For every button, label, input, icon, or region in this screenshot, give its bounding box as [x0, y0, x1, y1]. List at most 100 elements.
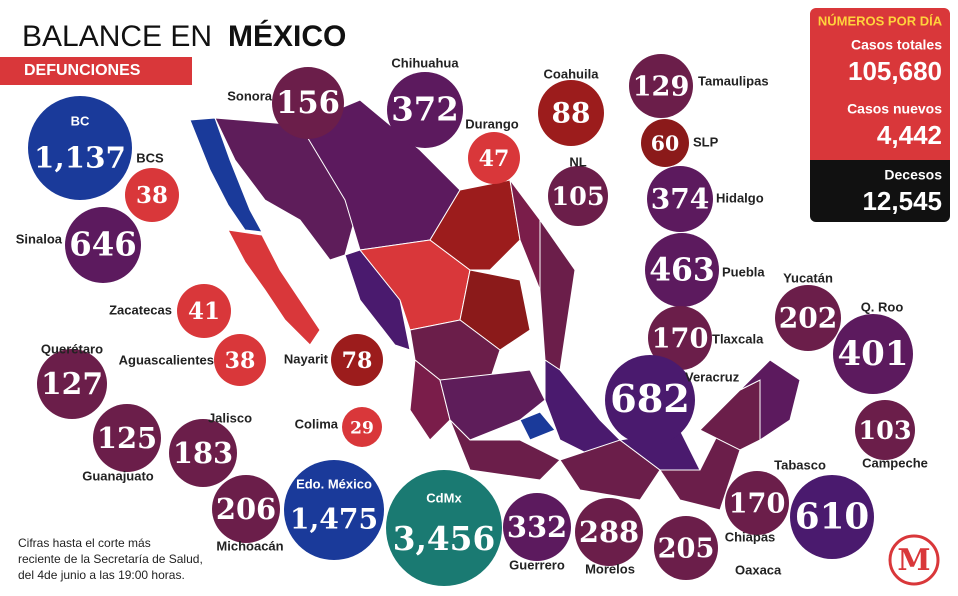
state-deaths: 170 [652, 323, 709, 355]
state-circle [654, 516, 718, 580]
summary-label: Decesos [884, 167, 942, 183]
state-deaths: 610 [795, 496, 870, 538]
state-circle [342, 407, 382, 447]
state-circle [725, 471, 789, 535]
state-name: CdMx [426, 490, 462, 505]
state-circle [468, 132, 520, 184]
state-circle [214, 334, 266, 386]
state-circle [538, 80, 604, 146]
state-deaths: 125 [97, 421, 157, 455]
summary-label: Casos totales [851, 37, 942, 53]
state-name: Puebla [722, 264, 765, 279]
state-deaths: 38 [225, 348, 256, 374]
state-deaths: 127 [41, 367, 103, 402]
state-deaths: 88 [551, 97, 590, 130]
state-name: Tamaulipas [698, 73, 769, 88]
state-circle [855, 400, 915, 460]
state-name: Durango [465, 116, 519, 131]
state-name: Morelos [585, 561, 635, 576]
state-circle [833, 314, 913, 394]
state-name: BC [71, 113, 90, 128]
state-name: NL [569, 154, 586, 169]
state-name: Sinaloa [16, 231, 63, 246]
logo-ring [888, 534, 940, 586]
state-circle [775, 285, 841, 351]
state-circle [331, 334, 383, 386]
state-circle [386, 470, 502, 586]
state-circle [548, 166, 608, 226]
state-circle [605, 355, 695, 445]
state-circle [65, 207, 141, 283]
state-circle [648, 306, 712, 370]
state-name: Guerrero [509, 557, 565, 572]
map [189, 99, 801, 511]
state-circle [28, 96, 132, 200]
state-name: Edo. México [296, 476, 372, 491]
subtitle-bar [0, 57, 192, 85]
state-deaths: 401 [838, 334, 909, 374]
summary-dark [810, 160, 950, 222]
state-circle [37, 349, 107, 419]
state-deaths: 38 [136, 182, 168, 209]
summary-value: 12,545 [862, 186, 942, 216]
state-deaths: 3,456 [393, 519, 496, 558]
state-deaths: 205 [658, 533, 715, 565]
state-circle [93, 404, 161, 472]
summary-title: NÚMEROS POR DÍA [818, 13, 943, 28]
state-circle [284, 460, 384, 560]
footnote: reciente de la Secretaría de Salud, [18, 552, 203, 566]
state-circle [387, 72, 463, 148]
state-name: Colima [295, 416, 339, 431]
state-name: Tlaxcala [712, 331, 764, 346]
state-circle [641, 119, 689, 167]
summary-dark-join [810, 160, 950, 168]
state-deaths: 60 [651, 132, 679, 156]
state-circle [503, 493, 571, 561]
state-deaths: 170 [729, 488, 786, 520]
state-deaths: 78 [342, 348, 373, 374]
state-name: Tabasco [774, 457, 826, 472]
state-circle [629, 54, 693, 118]
state-name: Guanajuato [82, 468, 154, 483]
state-name: Querétaro [41, 341, 103, 356]
state-deaths: 1,475 [290, 503, 378, 536]
state-deaths: 682 [610, 377, 690, 422]
state-deaths: 156 [276, 85, 340, 121]
state-circle [169, 419, 237, 487]
state-deaths: 374 [651, 183, 710, 216]
state-deaths: 206 [216, 492, 276, 526]
logo: M [897, 543, 930, 578]
state-circle [177, 284, 231, 338]
summary-value: 4,442 [877, 120, 942, 150]
state-name: Jalisco [208, 410, 252, 425]
footnote: Cifras hasta el corte más [18, 536, 151, 550]
state-name: Michoacán [216, 538, 283, 553]
state-name: Chiapas [725, 529, 776, 544]
state-deaths: 372 [391, 91, 458, 129]
state-deaths: 41 [188, 298, 220, 325]
state-name: Oaxaca [735, 562, 782, 577]
state-name: Q. Roo [861, 299, 904, 314]
state-deaths: 332 [507, 510, 567, 544]
footnote: del 4de junio a las 19:00 horas. [18, 568, 185, 582]
state-deaths: 29 [350, 419, 374, 439]
state-circle [125, 168, 179, 222]
state-circle [647, 166, 713, 232]
state-deaths: 1,137 [34, 139, 126, 174]
state-name: Nayarit [284, 351, 329, 366]
state-name: Aguascalientes [119, 352, 214, 367]
state-circle [272, 67, 344, 139]
title: BALANCE EN [22, 20, 212, 53]
state-name: Sonora [227, 88, 273, 103]
state-name: Campeche [862, 455, 928, 470]
state-deaths: 129 [633, 71, 690, 103]
state-deaths: 183 [173, 436, 233, 470]
state-deaths: 202 [779, 302, 838, 335]
state-name: Yucatán [783, 270, 833, 285]
state-circle [575, 498, 643, 566]
state-name: BCS [136, 150, 164, 165]
summary-label: Casos nuevos [847, 101, 942, 117]
state-circle [212, 475, 280, 543]
state-deaths: 288 [579, 515, 639, 549]
subtitle: DEFUNCIONES [24, 62, 141, 79]
